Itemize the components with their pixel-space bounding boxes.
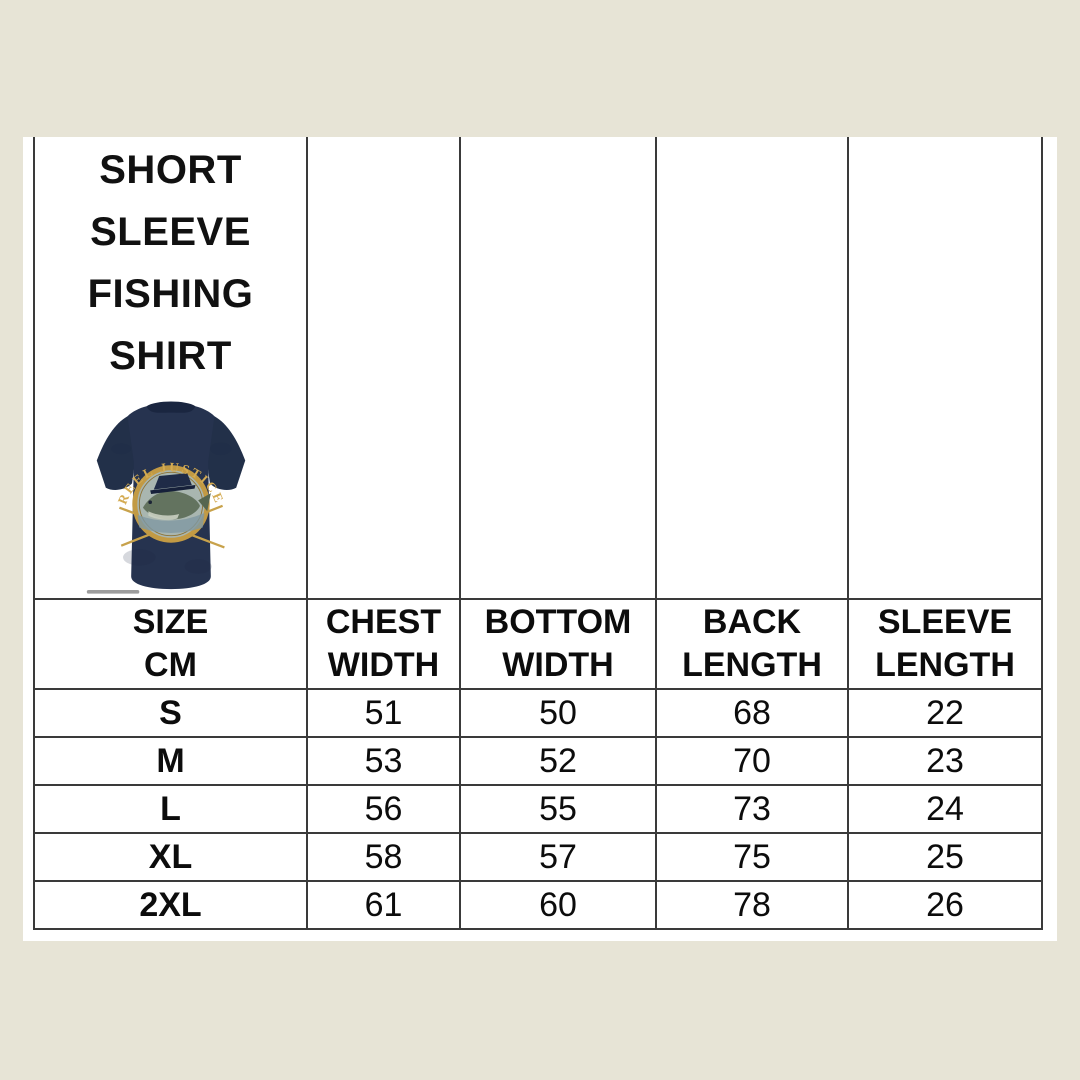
header-line: BOTTOM: [484, 603, 632, 641]
fish-icon: [142, 490, 200, 520]
empty-cell: [459, 137, 657, 600]
product-title-line: SLEEVE: [90, 210, 251, 254]
bottom-width-value: 57: [459, 832, 657, 882]
shirt-right-sleeve: [205, 416, 245, 490]
header-line: SLEEVE: [877, 603, 1013, 641]
chest-width-value: 61: [306, 880, 461, 930]
header-line: SIZE: [132, 603, 209, 641]
header-row: SIZE CM CHEST WIDTH BOTTOM WIDTH BACK LE…: [33, 598, 1043, 690]
column-header-size: SIZE CM: [33, 598, 308, 690]
size-label: M: [33, 736, 308, 786]
header-line: CM: [144, 646, 197, 684]
header-line: LENGTH: [875, 646, 1015, 684]
column-header-sleeve-length: SLEEVE LENGTH: [847, 598, 1043, 690]
empty-cell: [306, 137, 461, 600]
header-line: LENGTH: [682, 646, 822, 684]
product-photo-fishing-shirt-back: REEL JUSTICE: [86, 401, 245, 594]
size-label: S: [33, 688, 308, 738]
photo-shadow: [86, 590, 139, 594]
size-row-xl: XL 58 57 75 25: [33, 832, 1043, 882]
chest-width-value: 58: [306, 832, 461, 882]
size-label: L: [33, 784, 308, 834]
back-length-value: 73: [655, 784, 849, 834]
shirt-collar: [146, 401, 195, 413]
header-line: CHEST: [325, 603, 442, 641]
back-length-value: 75: [655, 832, 849, 882]
column-header-chest-width: CHEST WIDTH: [306, 598, 461, 690]
chest-width-value: 53: [306, 736, 461, 786]
bottom-width-value: 60: [459, 880, 657, 930]
chest-width-value: 56: [306, 784, 461, 834]
header-line: BACK: [702, 603, 802, 641]
header-line: WIDTH: [502, 646, 614, 684]
empty-cell: [655, 137, 849, 600]
bottom-width-value: 50: [459, 688, 657, 738]
reel-justice-badge: [131, 465, 211, 543]
sleeve-length-value: 23: [847, 736, 1043, 786]
back-length-value: 78: [655, 880, 849, 930]
sleeve-length-value: 26: [847, 880, 1043, 930]
sleeve-length-value: 25: [847, 832, 1043, 882]
size-label: XL: [33, 832, 308, 882]
product-title-line: FISHING: [87, 272, 254, 316]
column-header-bottom-width: BOTTOM WIDTH: [459, 598, 657, 690]
fish-hat-icon: [153, 473, 192, 490]
product-title-line: SHORT: [99, 148, 242, 192]
size-label: 2XL: [33, 880, 308, 930]
empty-cell: [847, 137, 1043, 600]
product-cell: SHORT SLEEVE FISHING SHIRT: [33, 137, 308, 600]
product-title: SHORT SLEEVE FISHING SHIRT: [35, 139, 306, 387]
sleeve-length-value: 22: [847, 688, 1043, 738]
sleeve-length-value: 24: [847, 784, 1043, 834]
size-row-s: S 51 50 68 22: [33, 688, 1043, 738]
size-chart-card: SHORT SLEEVE FISHING SHIRT: [23, 137, 1057, 941]
shirt-left-sleeve: [96, 416, 136, 490]
bottom-width-value: 52: [459, 736, 657, 786]
size-row-m: M 53 52 70 23: [33, 736, 1043, 786]
header-line: WIDTH: [327, 646, 440, 684]
chest-width-value: 51: [306, 688, 461, 738]
product-row: SHORT SLEEVE FISHING SHIRT: [33, 137, 1043, 600]
back-length-value: 68: [655, 688, 849, 738]
back-length-value: 70: [655, 736, 849, 786]
bottom-width-value: 55: [459, 784, 657, 834]
product-title-line: SHIRT: [109, 334, 232, 378]
column-header-back-length: BACK LENGTH: [655, 598, 849, 690]
size-row-l: L 56 55 73 24: [33, 784, 1043, 834]
size-row-2xl: 2XL 61 60 78 26: [33, 880, 1043, 930]
size-chart-table: SHORT SLEEVE FISHING SHIRT: [33, 137, 1043, 930]
